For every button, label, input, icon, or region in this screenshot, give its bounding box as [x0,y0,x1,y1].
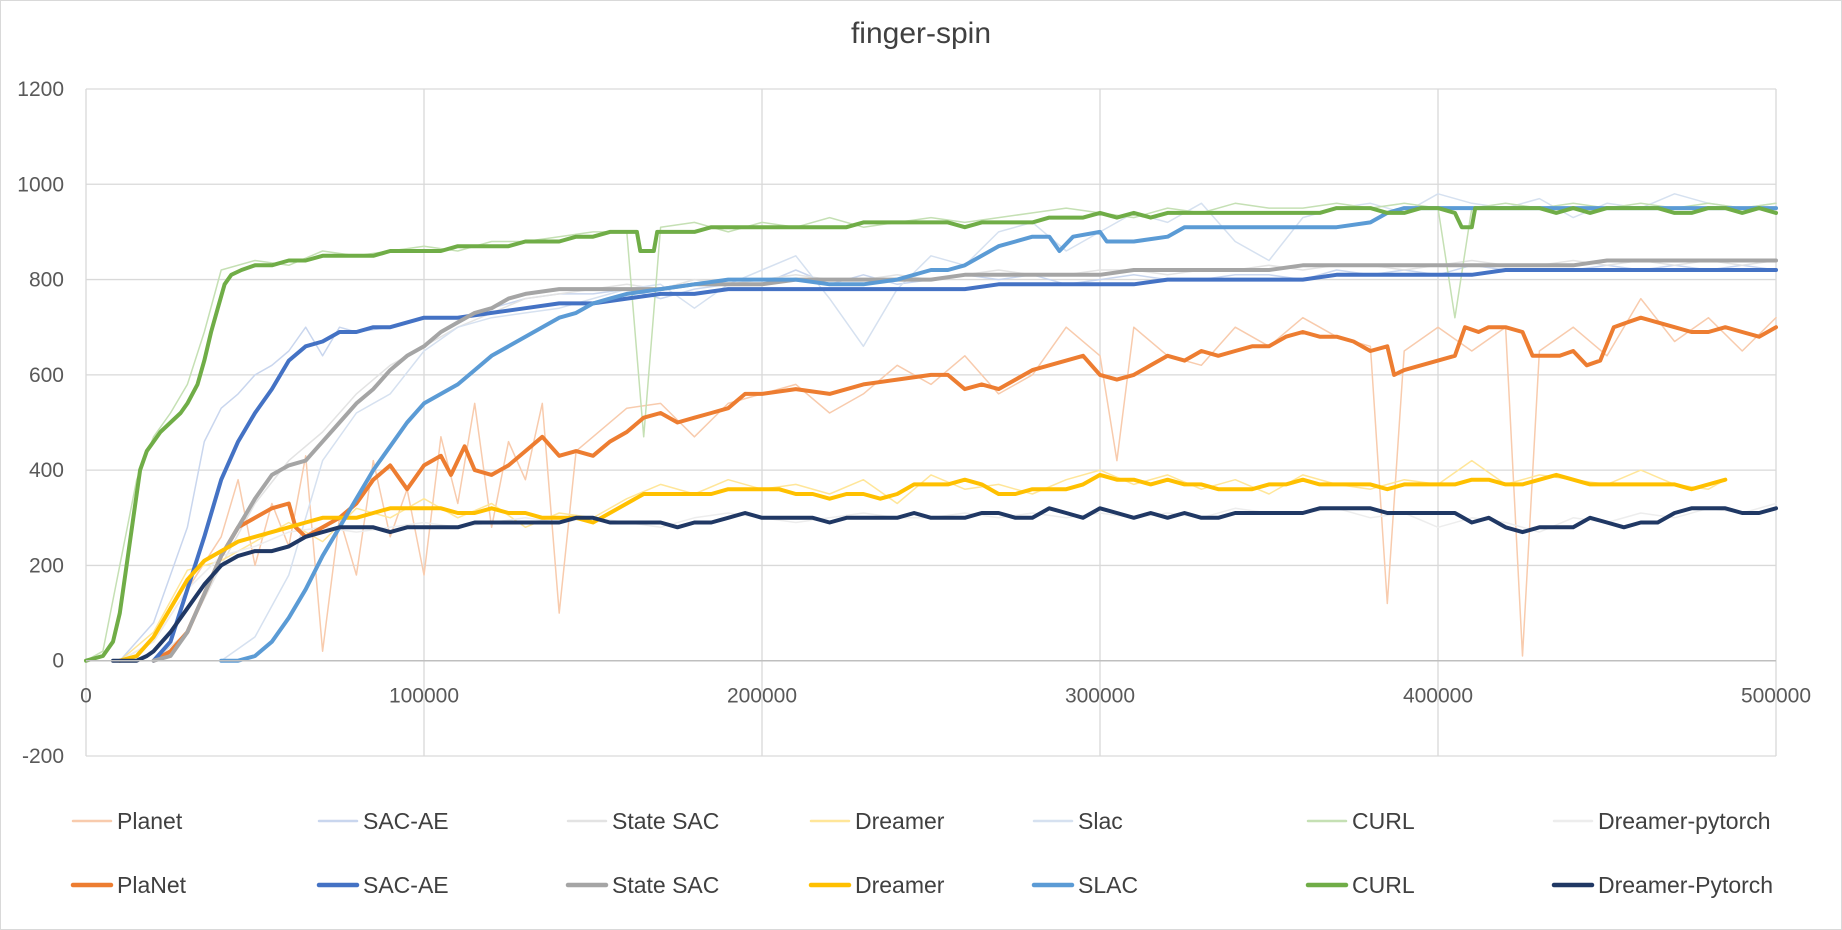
legend-label: Dreamer [855,808,945,834]
y-tick-label: -200 [22,745,64,768]
series-line-planet [151,315,1778,663]
series-line-sac-ae-raw [119,264,1777,662]
legend-label: Planet [117,808,183,834]
chart-title: finger-spin [851,17,991,50]
legend-item: Dreamer-pytorch [1552,808,1771,834]
legend-label: Slac [1078,808,1123,834]
legend-item: Planet [71,808,183,834]
x-tick-label: 100000 [389,685,459,708]
series-line-planet-raw [119,297,1777,662]
legend-item: SAC-AE [317,808,449,834]
y-tick-label: 0 [52,650,64,673]
x-tick-label: 200000 [727,685,797,708]
x-tick-label: 500000 [1741,685,1811,708]
series-line-slac [219,206,1778,663]
series-line-dreamer [117,472,1728,663]
legend-label: Dreamer [855,872,945,898]
x-tick-label: 0 [80,685,92,708]
legend-label: Dreamer-Pytorch [1598,872,1773,898]
series-line-sac-ae [151,268,1778,663]
legend-item: PlaNet [70,872,187,898]
series-line-dreamer-pytorch-raw [119,502,1777,662]
legend-label: CURL [1352,808,1415,834]
legend-item: State SAC [566,808,719,834]
legend-item: CURL [1306,808,1415,834]
legend: Planet SAC-AE State SAC Dreamer Slac CURL Drea… [70,808,1773,898]
legend-item: State SAC [565,872,719,898]
legend-label: PlaNet [117,872,187,898]
y-tick-label: 600 [29,364,64,387]
series-lines [84,193,1778,663]
y-tick-label: 1200 [17,78,64,101]
x-tick-label: 400000 [1403,685,1473,708]
legend-label: State SAC [612,808,719,834]
legend-item: SLAC [1031,872,1138,898]
legend-item: SAC-AE [316,872,449,898]
legend-label: SAC-AE [363,872,449,898]
series-line-dreamer-pytorch [111,506,1778,663]
legend-label: CURL [1352,872,1415,898]
y-tick-label: 800 [29,269,64,292]
legend-label: SAC-AE [363,808,449,834]
legend-label: State SAC [612,872,719,898]
y-tick-label: 200 [29,554,64,577]
series-line-curl-raw [85,202,1777,662]
series-line-state-sac [151,258,1778,663]
x-tick-label: 300000 [1065,685,1135,708]
series-line-curl [84,206,1778,663]
legend-item: Slac [1032,808,1123,834]
legend-item: Dreamer [808,872,945,898]
y-tick-label: 1000 [17,173,64,196]
legend-label: Dreamer-pytorch [1598,808,1771,834]
legend-label: SLAC [1078,872,1138,898]
axes: -200 0 200 400 600 800 1000 1200 0 100000 200000 30… [17,78,1811,768]
legend-item: Dreamer-Pytorch [1551,872,1773,898]
y-tick-label: 400 [29,459,64,482]
legend-item: CURL [1305,872,1415,898]
series-line-dreamer-raw [119,459,1727,662]
legend-item: Dreamer [809,808,945,834]
